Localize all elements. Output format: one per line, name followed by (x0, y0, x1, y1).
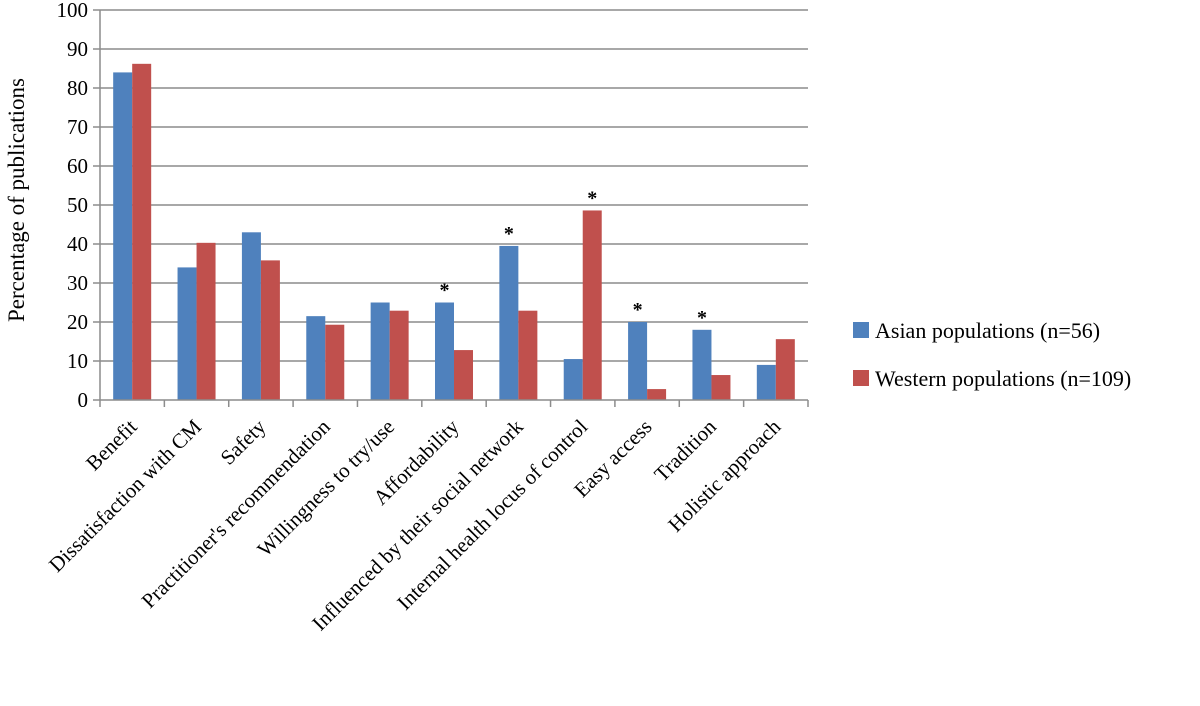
y-tick-label: 10 (67, 349, 88, 373)
x-category-label: Benefit (81, 414, 142, 475)
gridlines (93, 9, 808, 401)
legend-label: Western populations (n=109) (875, 366, 1131, 391)
bar-western-8 (647, 389, 667, 400)
bar-western-5 (454, 350, 473, 400)
y-tick-label: 40 (67, 232, 88, 256)
bar-asian-6 (499, 245, 519, 400)
y-tick-label: 60 (67, 154, 88, 178)
y-tick-label: 50 (67, 193, 88, 217)
bar-western-2 (260, 260, 280, 400)
bar-western-9 (711, 375, 731, 400)
y-tick-label: 100 (57, 0, 89, 22)
bar-asian-0 (113, 72, 133, 401)
y-tick-label: 0 (78, 388, 89, 412)
bar-asian-5 (435, 302, 454, 400)
y-tick-label: 80 (67, 76, 88, 100)
significance-marker: * (587, 187, 597, 209)
bar-asian-8 (628, 322, 648, 400)
legend-swatch (853, 370, 869, 386)
y-tick-label: 20 (67, 310, 88, 334)
bar-western-7 (582, 210, 602, 400)
bar-western-4 (389, 310, 409, 400)
significance-marker: * (504, 223, 514, 245)
significance-marker: * (697, 307, 707, 329)
bar-asian-7 (563, 359, 583, 400)
bars (113, 63, 795, 401)
x-category-label: Safety (216, 414, 271, 469)
significance-marker: * (440, 280, 450, 302)
bar-western-0 (132, 63, 152, 400)
bar-asian-9 (692, 329, 712, 400)
bar-western-1 (196, 242, 216, 400)
bar-asian-2 (241, 232, 261, 400)
annotations: * * * * * (440, 187, 707, 328)
significance-marker: * (633, 299, 643, 321)
x-category-label: Holistic approach (663, 414, 785, 536)
bar-western-3 (325, 324, 345, 400)
bar-asian-10 (756, 364, 776, 400)
y-tick-labels: 0 10 20 30 40 50 60 70 80 90 100 (57, 0, 89, 412)
y-tick-label: 90 (67, 37, 88, 61)
bar-western-6 (518, 310, 538, 400)
bar-asian-3 (306, 316, 326, 400)
y-axis-label: Percentage of publications (4, 78, 29, 322)
bar-asian-4 (370, 302, 390, 400)
legend-label: Asian populations (n=56) (875, 318, 1100, 343)
axes (99, 10, 809, 407)
bar-western-10 (775, 339, 795, 400)
y-tick-label: 70 (67, 115, 88, 139)
y-tick-label: 30 (67, 271, 88, 295)
bar-asian-1 (177, 267, 197, 400)
legend-swatch (853, 322, 869, 338)
legend: Asian populations (n=56) Western populati… (853, 318, 1131, 391)
